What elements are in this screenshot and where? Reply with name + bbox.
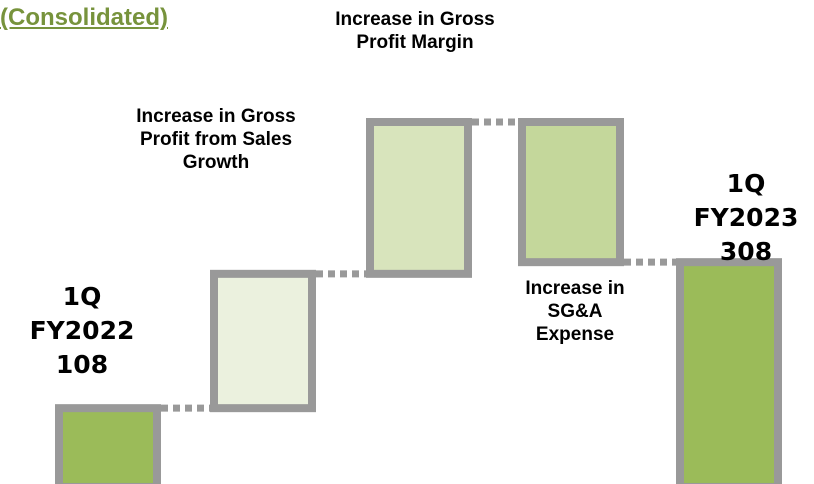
bar-label: Increase in Gross Profit Margin bbox=[335, 9, 495, 55]
bar-label: Increase in Gross Profit from Sales Grow… bbox=[136, 106, 296, 174]
category-label: Increase in Gross Profit from Sales Grow… bbox=[136, 106, 296, 173]
category-label: Increase in SG&A Expense bbox=[525, 278, 625, 345]
bar bbox=[676, 258, 782, 484]
category-label: 1Q FY2022 bbox=[29, 282, 135, 345]
chart-title: (Consolidated) bbox=[0, 4, 168, 31]
bar bbox=[55, 404, 161, 484]
value-label: 308 bbox=[719, 236, 773, 266]
bar-label: 1Q FY2022 108 bbox=[17, 280, 147, 381]
bar-label: 1Q FY2023 308 bbox=[681, 167, 811, 268]
bar bbox=[210, 269, 316, 413]
bar bbox=[518, 118, 624, 267]
category-label: 1Q FY2023 bbox=[693, 169, 799, 232]
bar bbox=[366, 118, 472, 278]
value-label: 108 bbox=[55, 349, 109, 379]
category-label: Increase in Gross Profit Margin bbox=[335, 9, 495, 53]
bar-label: Increase in SG&A Expense bbox=[523, 278, 628, 346]
